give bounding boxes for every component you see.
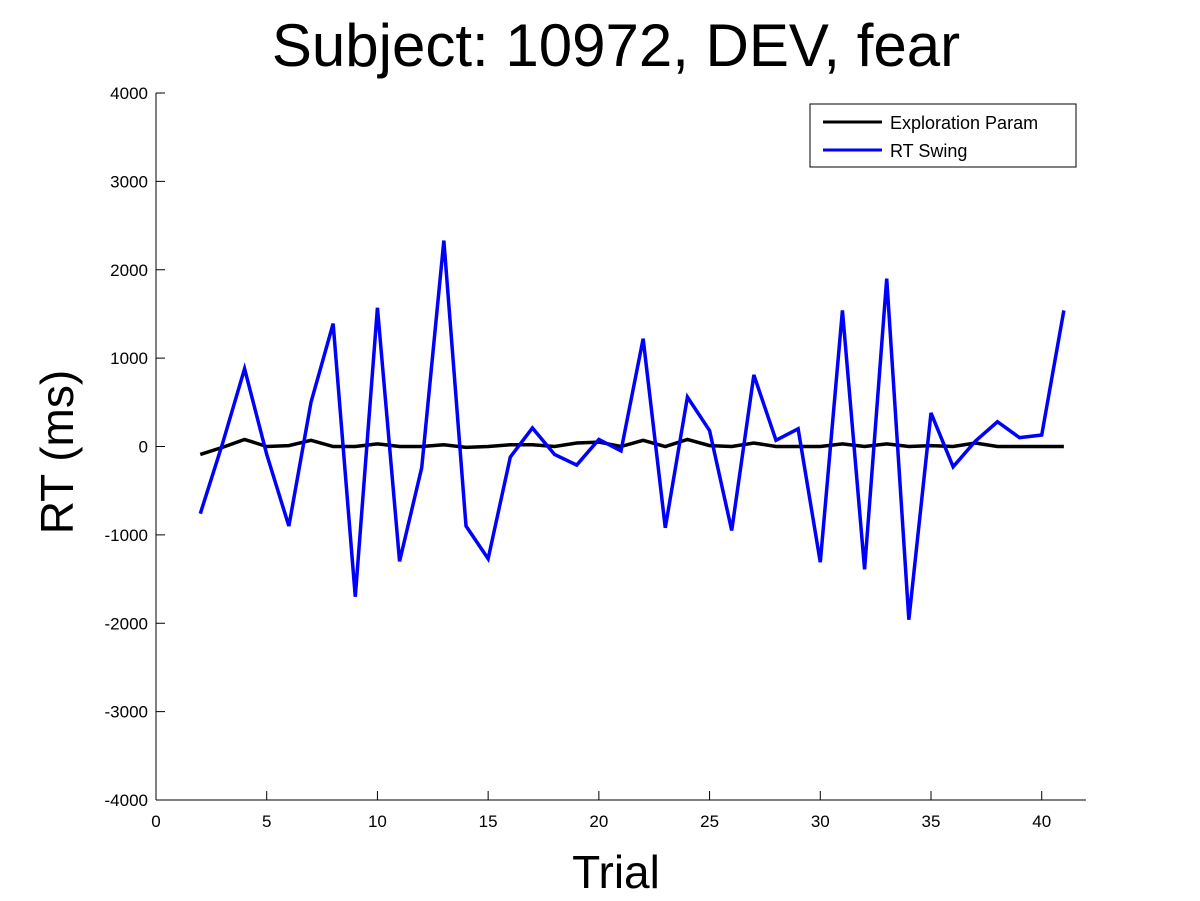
x-tick-label: 15 — [479, 812, 498, 831]
y-tick-label: -2000 — [105, 614, 148, 633]
y-tick-label: 0 — [139, 438, 148, 457]
series-lines — [198, 240, 1066, 620]
series-line-rt-swing — [198, 240, 1066, 620]
y-tick-label: 1000 — [110, 349, 148, 368]
x-tick-label: 20 — [589, 812, 608, 831]
y-tick-label: -4000 — [105, 791, 148, 810]
x-tick-label: 0 — [151, 812, 160, 831]
ticks: 0 5 10 15 20 25 30 35 40 -4000 -3000 -2000 -1000 0 100… — [105, 84, 1052, 831]
x-tick-label: 5 — [262, 812, 271, 831]
legend-label-exploration-param: Exploration Param — [890, 113, 1038, 133]
y-tick-label: 2000 — [110, 261, 148, 280]
y-axis-label: RT (ms) — [31, 370, 83, 534]
x-tick-label: 30 — [811, 812, 830, 831]
x-axis-label: Trial — [572, 846, 660, 898]
y-tick-label: -1000 — [105, 526, 148, 545]
y-tick-label: 3000 — [110, 172, 148, 191]
legend-label-rt-swing: RT Swing — [890, 141, 967, 161]
x-tick-label: 40 — [1032, 812, 1051, 831]
legend: Exploration Param RT Swing — [809, 103, 1077, 168]
x-tick-label: 25 — [700, 812, 719, 831]
chart-title: Subject: 10972, DEV, fear — [272, 12, 960, 79]
x-tick-label: 10 — [368, 812, 387, 831]
y-tick-label: -3000 — [105, 703, 148, 722]
y-tick-label: 4000 — [110, 84, 148, 103]
x-tick-label: 35 — [922, 812, 941, 831]
legend-box — [809, 103, 1077, 168]
series-line-exploration-param — [199, 437, 1064, 457]
